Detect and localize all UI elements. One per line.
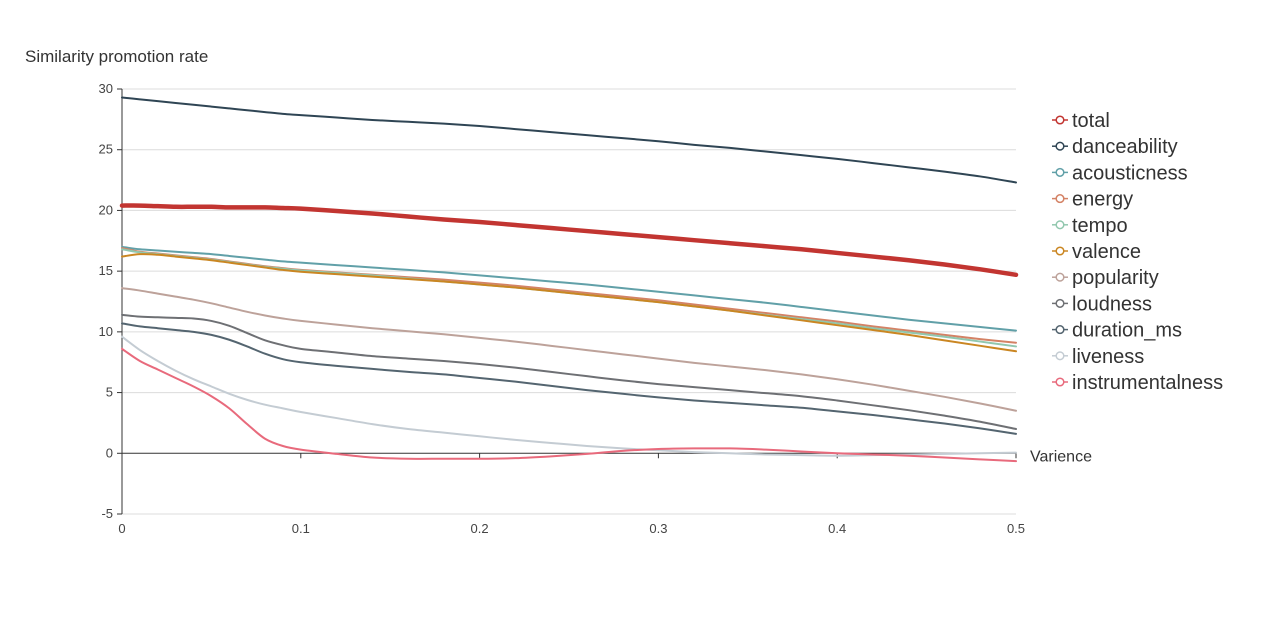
- y-tick-label: 20: [99, 202, 113, 217]
- series-line-loudness[interactable]: [121, 313, 1017, 430]
- y-tick-label: 25: [99, 142, 113, 157]
- legend-label: acousticness: [1072, 162, 1188, 184]
- legend-label: liveness: [1072, 346, 1144, 368]
- legend-item-energy[interactable]: energy: [1052, 189, 1133, 211]
- y-tick-label: 5: [106, 385, 113, 400]
- legend-circle-icon: [1055, 351, 1065, 361]
- legend[interactable]: total danceability acousticness energy tempo…: [1052, 110, 1223, 394]
- y-tick-label: 15: [99, 263, 113, 278]
- legend-label: valence: [1072, 241, 1141, 263]
- legend-item-liveness[interactable]: liveness: [1052, 346, 1144, 368]
- legend-label: popularity: [1072, 267, 1159, 289]
- legend-circle-icon: [1055, 272, 1065, 282]
- legend-circle-icon: [1055, 194, 1065, 204]
- legend-item-acousticness[interactable]: acousticness: [1052, 162, 1188, 184]
- series-lines: [119, 96, 1019, 463]
- y-tick-label: -5: [101, 506, 113, 521]
- legend-circle-icon: [1055, 115, 1065, 125]
- legend-circle-icon: [1055, 167, 1065, 177]
- x-tick-label: 0.1: [292, 521, 310, 536]
- x-tick-label: 0.3: [649, 521, 667, 536]
- legend-item-tempo[interactable]: tempo: [1052, 215, 1128, 237]
- y-tick-label: 10: [99, 324, 113, 339]
- legend-item-total[interactable]: total: [1052, 110, 1110, 132]
- legend-circle-icon: [1055, 141, 1065, 151]
- y-axis-title: Similarity promotion rate: [25, 47, 209, 66]
- y-tick-label: 0: [106, 445, 113, 460]
- series-line-valence[interactable]: [121, 253, 1017, 353]
- series-line-danceability[interactable]: [121, 96, 1017, 184]
- legend-label: energy: [1072, 189, 1133, 211]
- legend-circle-icon: [1055, 246, 1065, 256]
- legend-circle-icon: [1055, 298, 1065, 308]
- x-tick-label: 0: [118, 521, 125, 536]
- legend-label: loudness: [1072, 293, 1152, 315]
- legend-item-danceability[interactable]: danceability: [1052, 136, 1178, 158]
- series-line-instrumentalness[interactable]: [121, 347, 1017, 463]
- series-line-liveness[interactable]: [121, 335, 1017, 457]
- x-tick-label: 0.5: [1007, 521, 1025, 536]
- series-line-popularity[interactable]: [121, 287, 1017, 412]
- legend-label: total: [1072, 110, 1110, 132]
- x-tick-label: 0.4: [828, 521, 846, 536]
- x-tick-label: 0.2: [471, 521, 489, 536]
- legend-item-instrumentalness[interactable]: instrumentalness: [1052, 372, 1223, 394]
- grid-lines: [122, 88, 1016, 515]
- legend-item-duration_ms[interactable]: duration_ms: [1052, 320, 1182, 342]
- legend-label: danceability: [1072, 136, 1178, 158]
- legend-circle-icon: [1055, 220, 1065, 230]
- legend-circle-icon: [1055, 377, 1065, 387]
- legend-circle-icon: [1055, 325, 1065, 335]
- legend-item-loudness[interactable]: loudness: [1052, 293, 1152, 315]
- legend-label: tempo: [1072, 215, 1128, 237]
- series-line-acousticness[interactable]: [121, 245, 1017, 332]
- legend-item-valence[interactable]: valence: [1052, 241, 1141, 263]
- series-line-duration_ms[interactable]: [121, 322, 1017, 435]
- x-axis-title: Varience: [1030, 448, 1092, 465]
- y-tick-label: 30: [99, 81, 113, 96]
- axes: 30 25 20 15 10 5 0 -5 0 0.1 0.2 0.3 0.4 0.5 Varience: [99, 81, 1093, 536]
- legend-label: instrumentalness: [1072, 372, 1223, 394]
- series-line-total[interactable]: [119, 203, 1019, 278]
- legend-label: duration_ms: [1072, 320, 1182, 342]
- legend-item-popularity[interactable]: popularity: [1052, 267, 1159, 289]
